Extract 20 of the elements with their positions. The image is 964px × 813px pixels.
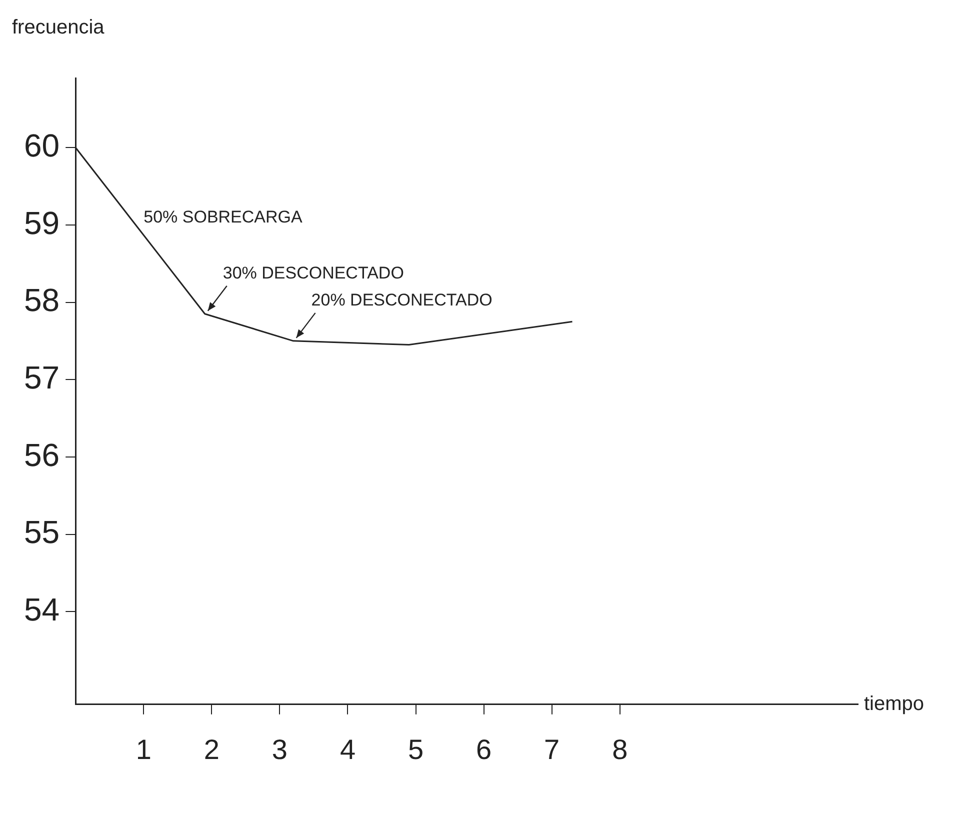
y-tick-label: 57 — [24, 359, 60, 396]
y-tick-label: 58 — [24, 282, 60, 318]
x-tick-label: 5 — [408, 734, 424, 765]
y-tick-label: 55 — [24, 514, 60, 550]
x-tick-label: 8 — [612, 734, 628, 765]
x-tick-label: 4 — [340, 734, 356, 765]
y-tick-label: 60 — [24, 127, 60, 164]
annotation: 20% DESCONECTADO — [311, 290, 492, 310]
y-tick-label: 59 — [24, 204, 60, 241]
x-tick-label: 6 — [476, 734, 492, 765]
y-tick-label: 56 — [24, 436, 60, 473]
x-tick-label: 2 — [204, 734, 220, 765]
annotation: 50% SOBRECARGA — [144, 207, 304, 226]
x-tick-label: 3 — [272, 734, 288, 765]
x-tick-label: 1 — [136, 734, 152, 765]
x-axis-title: tiempo — [864, 692, 924, 715]
annotation: 30% DESCONECTADO — [222, 264, 404, 283]
y-axis-title: frecuencia — [12, 16, 106, 39]
y-tick-label: 54 — [24, 591, 60, 628]
x-tick-label: 7 — [544, 734, 560, 765]
